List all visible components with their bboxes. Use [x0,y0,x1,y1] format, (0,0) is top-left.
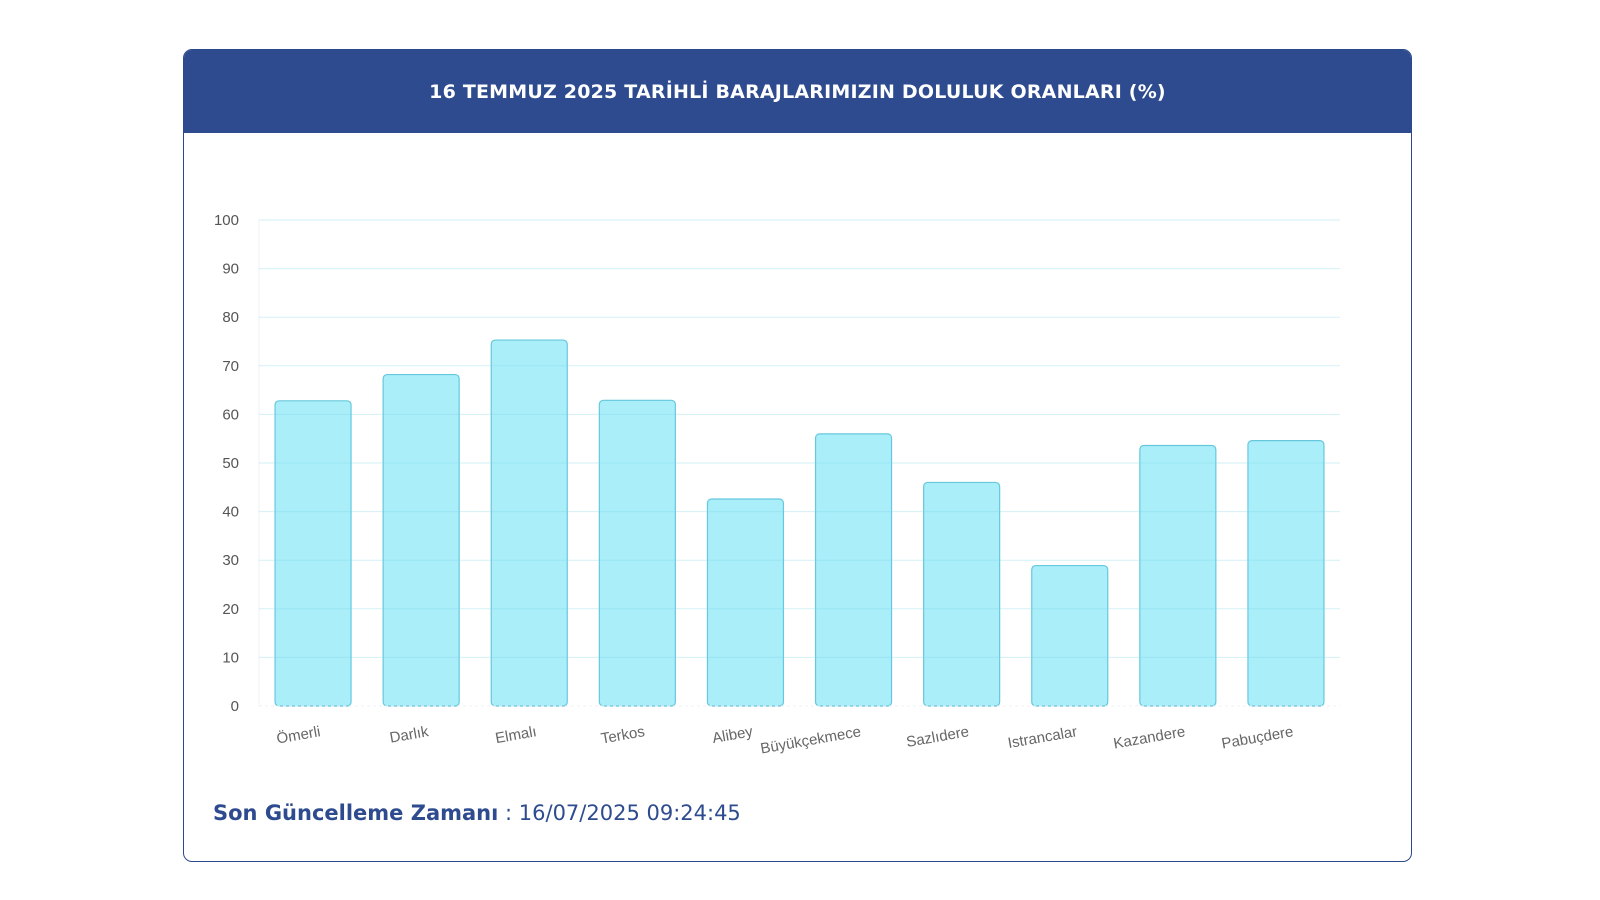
bar-10 [1247,440,1325,707]
y-tick-label: 50 [222,455,239,472]
bar-8 [1031,564,1109,707]
y-tick-label: 60 [222,406,239,423]
x-tick-label: Sazlıdere [905,723,970,751]
y-tick-label: 100 [214,212,239,229]
chart-title: 16 TEMMUZ 2025 TARİHLİ BARAJLARIMIZIN DO… [429,80,1166,103]
x-tick-label: Istrancalar [1007,723,1079,752]
last-update-label: Son Güncelleme Zamanı [213,801,499,825]
x-tick-label: Elmalı [494,723,538,747]
y-tick-label: 0 [231,698,239,715]
bar-6 [814,433,893,707]
x-tick-label: Pabuçdere [1220,723,1294,752]
chart-card: 16 TEMMUZ 2025 TARİHLİ BARAJLARIMIZIN DO… [183,49,1412,862]
bar-chart: 0 10 20 30 40 50 60 70 80 90 100 Ömerli Darlık Elmalı… [214,212,1340,758]
x-tick-label: Alibey [711,723,755,747]
last-update-timestamp: 16/07/2025 09:24:45 [518,801,741,825]
y-tick-label: 30 [222,552,239,569]
bar-2 [382,373,460,707]
bar-1 [274,400,352,707]
bar-9 [1139,444,1217,707]
card-header: 16 TEMMUZ 2025 TARİHLİ BARAJLARIMIZIN DO… [184,50,1411,133]
x-tick-label: Ömerli [275,722,322,747]
last-update: Son Güncelleme Zamanı : 16/07/2025 09:24… [213,801,741,825]
bar-3 [490,339,568,707]
x-tick-label: Terkos [600,723,646,747]
y-tick-label: 20 [222,601,239,618]
chart-area: 0 10 20 30 40 50 60 70 80 90 100 Ömerli Darlık Elmalı… [184,133,1411,773]
x-tick-label: Darlık [388,723,430,747]
bar-7 [923,481,1001,707]
y-tick-label: 10 [222,649,239,666]
bar-5 [706,498,785,707]
last-update-separator: : [498,801,519,825]
x-tick-label: Kazandere [1112,723,1186,752]
y-tick-label: 90 [222,261,239,278]
y-tick-label: 40 [222,504,239,521]
x-tick-label: Büyükçekmece [759,723,862,757]
y-tick-label: 70 [222,358,239,375]
y-tick-label: 80 [222,309,239,326]
bar-4 [598,399,676,707]
